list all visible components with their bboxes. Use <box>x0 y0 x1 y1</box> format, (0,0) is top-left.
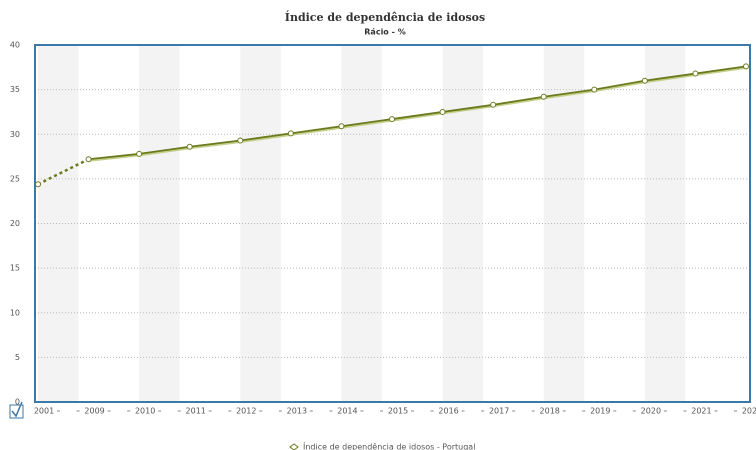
line <box>88 65 747 161</box>
point <box>85 156 92 163</box>
point <box>692 70 699 77</box>
x-tick-label: 2020 <box>641 407 661 416</box>
y-tick-label: 5 <box>15 353 20 362</box>
checkbox-icon[interactable] <box>9 401 24 419</box>
x-tick-label: 2016 <box>438 407 458 416</box>
chart-title: Índice de dependência de idosos <box>285 10 485 24</box>
y-tick-label: 40 <box>10 41 20 50</box>
x-tick-label: 2021 <box>691 407 711 416</box>
x-tick-label: 2012 <box>236 407 256 416</box>
x-tick-label: 2010 <box>135 407 155 416</box>
x-tick-label: 2009 <box>84 407 104 416</box>
line-shadow <box>88 66 747 162</box>
point <box>287 130 294 137</box>
check <box>11 401 23 418</box>
x-tick-label: 2013 <box>287 407 307 416</box>
y-tick-label: 35 <box>10 85 20 94</box>
point <box>35 181 41 188</box>
x-tick-label: 2017 <box>489 407 509 416</box>
legend-marker <box>289 443 299 450</box>
point <box>338 123 345 130</box>
point <box>490 101 497 108</box>
x-tick-label: 2022 <box>742 407 756 416</box>
plot-frame <box>34 44 751 403</box>
y-tick-label: 30 <box>10 130 20 139</box>
x-tick-label: 2015 <box>388 407 408 416</box>
x-tick-label: 2001 <box>34 407 54 416</box>
point <box>540 93 547 100</box>
point <box>591 86 598 93</box>
y-tick-label: 25 <box>10 174 20 183</box>
stripe <box>139 45 180 402</box>
y-tick-label: 0 <box>15 398 20 407</box>
point <box>439 108 446 115</box>
point <box>136 150 143 157</box>
x-tick-label: 2014 <box>337 407 357 416</box>
point <box>186 143 193 150</box>
chart-subtitle: Rácio - % <box>364 28 405 37</box>
y-tick-label: 15 <box>10 264 20 273</box>
y-tick-label: 10 <box>10 308 20 317</box>
point <box>641 77 648 84</box>
stripe <box>341 45 382 402</box>
point <box>389 116 395 123</box>
point <box>237 137 244 144</box>
x-tick-label: 2018 <box>540 407 560 416</box>
y-tick-label: 20 <box>10 219 20 228</box>
legend-label: Índice de dependência de idosos - Portug… <box>303 441 475 450</box>
point <box>743 63 749 70</box>
x-tick-label: 2011 <box>186 407 206 416</box>
x-tick-label: 2019 <box>590 407 610 416</box>
